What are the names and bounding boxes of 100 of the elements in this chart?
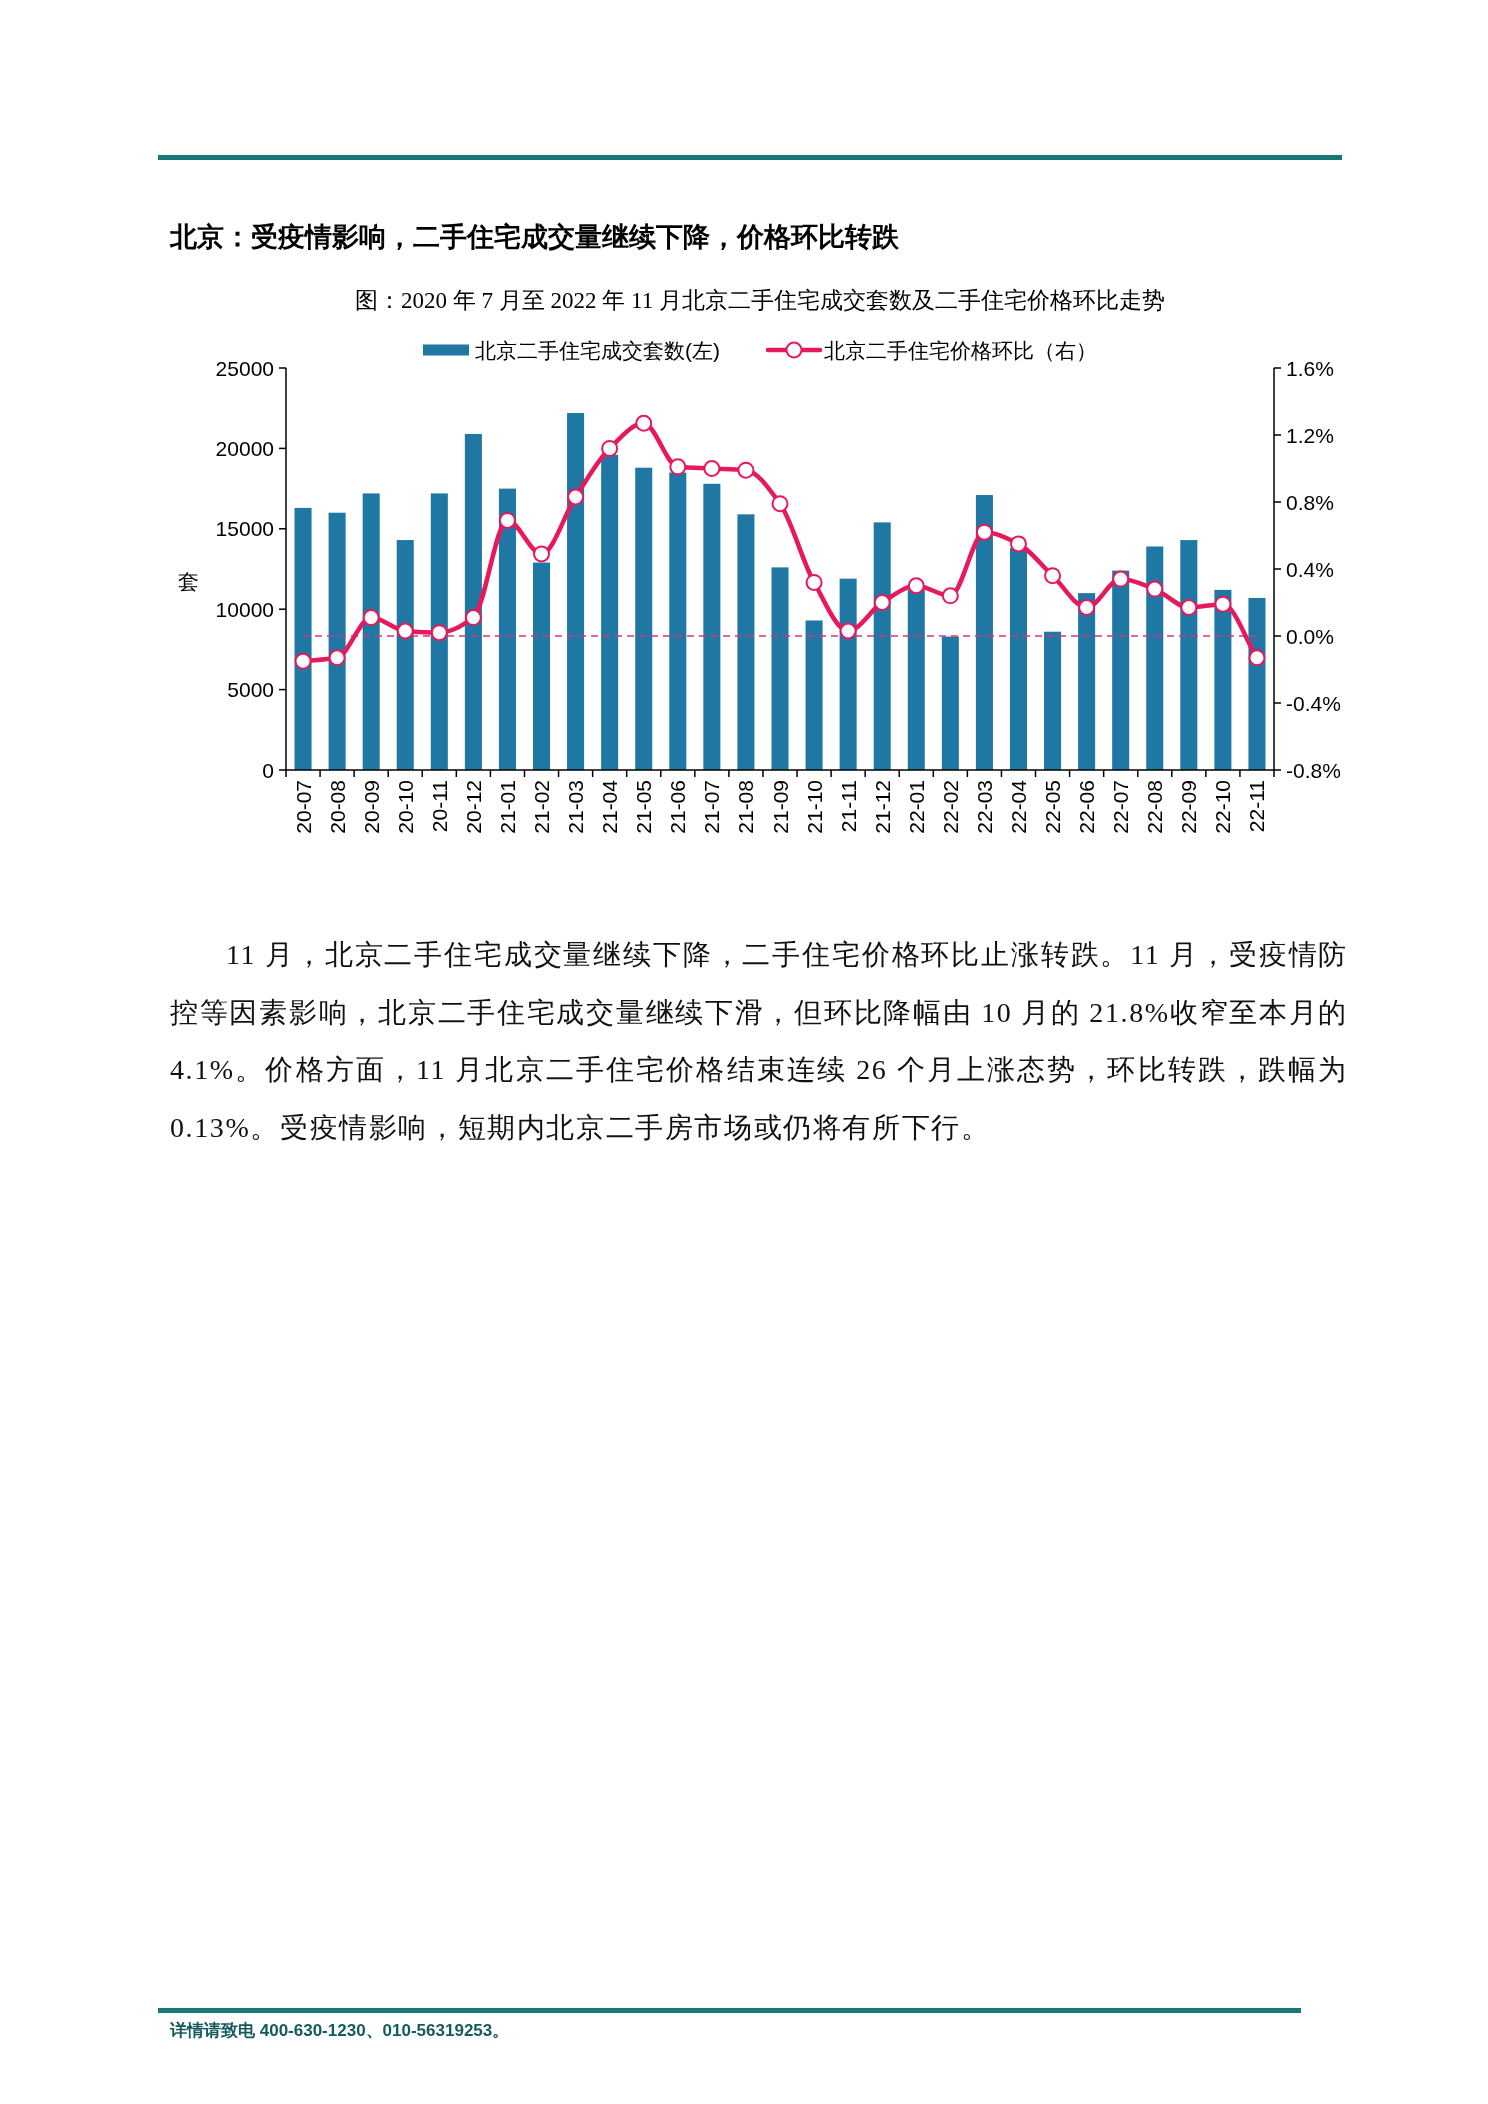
point [805, 573, 823, 591]
x-tick-label: 22-06 [1075, 780, 1099, 834]
y-tick-label: 25000 [215, 356, 274, 380]
x-tick-label: 21-07 [700, 780, 724, 834]
point [498, 511, 516, 529]
bar [907, 589, 925, 770]
bar [430, 493, 448, 770]
bar [669, 472, 687, 770]
legend-label: 北京二手住宅成交套数(左) [475, 338, 720, 362]
bar [839, 578, 857, 770]
x-tick-label: 22-10 [1211, 780, 1235, 834]
x-tick-label: 20-10 [393, 780, 417, 834]
x-tick-label: 21-02 [530, 780, 554, 834]
bar [498, 488, 516, 770]
x-tick-label: 21-08 [734, 780, 758, 834]
bar [873, 522, 891, 770]
point [941, 587, 959, 605]
chart-subtitle: 图：2020 年 7 月至 2022 年 11 月北京二手住宅成交套数及二手住宅价格环比走势 [354, 287, 1166, 315]
x-tick-label: 21-09 [768, 780, 792, 834]
y-tick-label: 10000 [215, 597, 274, 621]
x-tick-label: 20-08 [325, 780, 349, 834]
x-tick-label: 21-06 [666, 780, 690, 834]
point [533, 545, 551, 563]
bar [1180, 540, 1198, 770]
point [873, 594, 891, 611]
x-tick-label: 20-11 [427, 780, 451, 833]
bar [975, 495, 993, 770]
point [771, 495, 789, 513]
point [669, 458, 687, 476]
point [839, 622, 857, 640]
point [396, 622, 414, 640]
bar [737, 514, 755, 770]
point [1009, 535, 1027, 553]
bar [1078, 593, 1096, 770]
x-tick-label: 20-07 [291, 780, 315, 834]
x-tick-label: 22-01 [904, 780, 928, 834]
y-tick-label: 0 [262, 758, 274, 782]
x-tick-label: 22-05 [1041, 780, 1065, 834]
y-axis-title: 套 [177, 569, 199, 593]
y2-tick-label: -0.4% [1286, 691, 1341, 715]
point [567, 488, 585, 506]
point [703, 460, 721, 477]
bar [805, 620, 823, 770]
bar [464, 433, 482, 770]
text: 11 月，北京二手住宅成交量继续下降，二手住宅价格环比止涨转跌。11 月，受疫情防控等因素影响，北京二手住宅成交量继续下滑，但环比降幅由 10 月的 21.8%收窄至本月的 4.1%。价格方面，11 月北京二手住宅价格结束连续 26 个月上涨态势，环比转跌，跌幅为 0.13%。受疫情影响，短期内北京二手房市场或仍将有所下行。 [170, 938, 1348, 1146]
x-tick-label: 22-11 [1245, 780, 1269, 833]
point [328, 649, 346, 667]
y2-tick-label: 1.2% [1286, 423, 1334, 447]
bar [703, 483, 721, 770]
bar [1112, 570, 1130, 770]
y2-tick-label: 1.6% [1286, 356, 1334, 380]
x-tick-label: 22-09 [1177, 780, 1201, 834]
point [601, 439, 619, 457]
point [1112, 570, 1130, 588]
point [430, 624, 448, 642]
x-tick-label: 21-05 [632, 780, 656, 834]
point [1180, 599, 1198, 617]
bar [1009, 548, 1027, 770]
bar [294, 507, 312, 770]
point [975, 523, 993, 541]
legend-label: 北京二手住宅价格环比（右） [824, 338, 1097, 362]
x-tick-label: 20-12 [461, 780, 485, 834]
bar [941, 636, 959, 770]
x-tick-label: 22-04 [1006, 779, 1030, 834]
x-tick-label: 21-01 [495, 780, 519, 834]
y-tick-label: 20000 [215, 436, 274, 460]
x-tick-label: 21-12 [870, 780, 894, 834]
point [464, 609, 482, 627]
bar [1044, 631, 1062, 770]
point [635, 414, 653, 432]
point [1214, 595, 1232, 613]
y-tick-label: 15000 [215, 517, 274, 541]
y2-tick-label: 0.8% [1286, 490, 1334, 514]
y2-tick-label: 0.0% [1286, 624, 1334, 648]
x-tick-label: 22-07 [1109, 780, 1133, 834]
y2-tick-label: -0.8% [1286, 758, 1341, 782]
bar [396, 540, 414, 770]
x-tick-label: 21-10 [802, 780, 826, 834]
x-tick-label: 21-11 [836, 780, 860, 833]
bar [1248, 597, 1266, 770]
x-tick-label: 22-03 [972, 780, 996, 834]
point [1044, 567, 1062, 585]
point [907, 577, 925, 595]
x-tick-label: 20-09 [359, 780, 383, 834]
point [1248, 649, 1266, 667]
x-tick-label: 22-02 [938, 780, 962, 834]
bar [771, 567, 789, 770]
point [1146, 580, 1164, 598]
bar [567, 413, 585, 770]
bar [601, 454, 619, 770]
x-tick-label: 21-04 [598, 779, 622, 834]
point [294, 652, 312, 670]
x-tick-label: 22-08 [1143, 780, 1167, 834]
point [737, 461, 755, 479]
bar [635, 467, 653, 770]
chart-title: 北京：受疫情影响，二手住宅成交量继续下降，价格环比转跌 [170, 221, 900, 254]
point [362, 609, 380, 627]
bar [533, 562, 551, 770]
bar [1146, 546, 1164, 770]
point [1078, 599, 1096, 617]
